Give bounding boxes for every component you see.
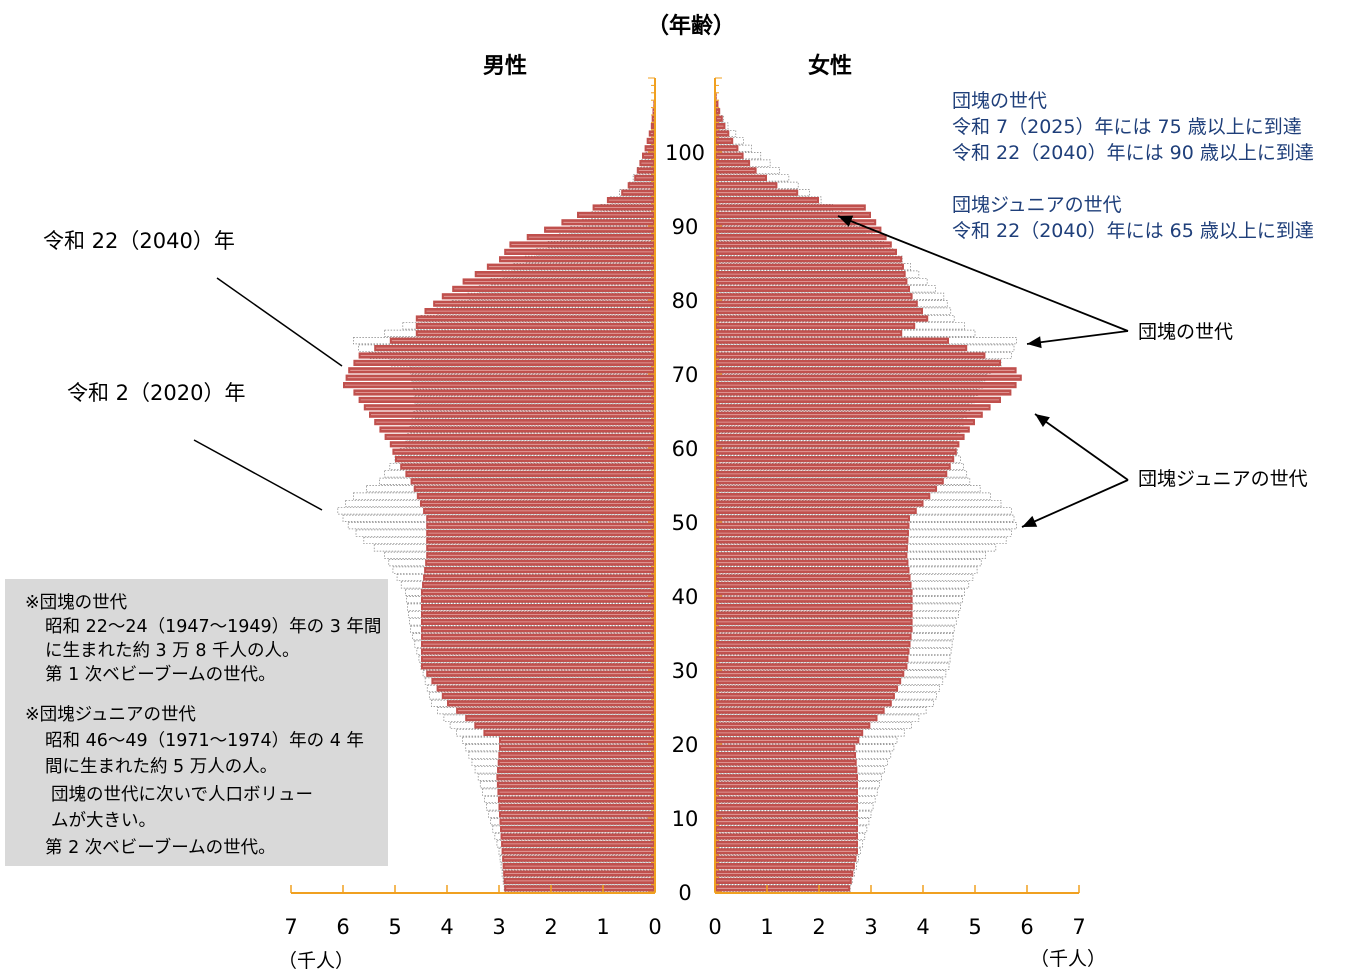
male-x-tick-label: 2 bbox=[544, 915, 557, 939]
age-tick-label: 0 bbox=[678, 881, 691, 905]
generation-notes-box: ※団塊の世代 昭和 22～24（1947～1949）年の 3 年間 に生まれた約… bbox=[5, 579, 388, 866]
female-x-tick-label: 4 bbox=[916, 915, 929, 939]
arrow-label-junior: 団塊ジュニアの世代 bbox=[1138, 468, 1308, 490]
age-tick-label: 100 bbox=[665, 141, 705, 165]
note-dankai-title: ※団塊の世代 bbox=[25, 593, 128, 613]
arrow-dankai-2020 bbox=[1026, 330, 1129, 345]
male-x-tick-label: 7 bbox=[284, 915, 297, 939]
age-tick-label: 80 bbox=[672, 289, 699, 313]
arrow-dankai-2040 bbox=[837, 215, 1129, 332]
male-x-tick-label: 0 bbox=[648, 915, 661, 939]
male-heading: 男性 bbox=[483, 54, 528, 79]
note-junior-line4: ムが大きい。 bbox=[51, 811, 156, 831]
leader-line-2020 bbox=[193, 439, 323, 511]
female-x-tick-label: 7 bbox=[1072, 915, 1085, 939]
junior-note-2040: 令和 22（2040）年には 65 歳以上に到達 bbox=[952, 220, 1314, 242]
arrow-junior-2040 bbox=[1034, 413, 1129, 481]
series-label-2020: 令和 2（2020）年 bbox=[67, 381, 246, 405]
note-junior-line2: 間に生まれた約 5 万人の人。 bbox=[45, 757, 278, 777]
male-x-tick-label: 4 bbox=[440, 915, 453, 939]
junior-note-title: 団塊ジュニアの世代 bbox=[952, 194, 1122, 216]
age-tick-label: 30 bbox=[672, 659, 699, 683]
note-junior-line5: 第 2 次ベビーブームの世代。 bbox=[45, 838, 276, 858]
age-tick-label: 50 bbox=[672, 511, 699, 535]
note-junior-title: ※団塊ジュニアの世代 bbox=[25, 705, 196, 725]
unit-label-left: （千人） bbox=[278, 950, 355, 972]
female-x-tick-label: 1 bbox=[760, 915, 773, 939]
male-x-tick-label: 3 bbox=[492, 915, 505, 939]
dankai-note-2040: 令和 22（2040）年には 90 歳以上に到達 bbox=[952, 142, 1314, 164]
age-tick-label: 60 bbox=[672, 437, 699, 461]
dankai-note-title: 団塊の世代 bbox=[952, 90, 1048, 112]
age-axis-title: （年齢） bbox=[647, 14, 736, 39]
age-tick-label: 20 bbox=[672, 733, 699, 757]
male-x-tick-label: 6 bbox=[336, 915, 349, 939]
arrow-junior-2020 bbox=[1021, 479, 1129, 528]
note-junior-line1: 昭和 46～49（1971～1974）年の 4 年 bbox=[45, 731, 364, 751]
age-tick-label: 40 bbox=[672, 585, 699, 609]
female-x-tick-label: 3 bbox=[864, 915, 877, 939]
arrow-dankai-2040-head bbox=[838, 215, 854, 227]
arrow-junior-2040-head bbox=[1035, 414, 1050, 427]
leader-line-2040 bbox=[216, 277, 343, 367]
unit-label-right: （千人） bbox=[1030, 948, 1107, 970]
age-tick-label: 90 bbox=[672, 215, 699, 239]
age-tick-label: 70 bbox=[672, 363, 699, 387]
female-x-tick-label: 6 bbox=[1020, 915, 1033, 939]
note-dankai-line3: 第 1 次ベビーブームの世代。 bbox=[45, 665, 276, 685]
note-dankai-line2: に生まれた約 3 万 8 千人の人。 bbox=[45, 641, 300, 661]
series-label-2040: 令和 22（2040）年 bbox=[43, 229, 235, 253]
female-x-tick-label: 0 bbox=[708, 915, 721, 939]
male-x-tick-label: 1 bbox=[596, 915, 609, 939]
dankai-note-2025: 令和 7（2025）年には 75 歳以上に到達 bbox=[952, 116, 1302, 138]
note-dankai-line1: 昭和 22～24（1947～1949）年の 3 年間 bbox=[45, 617, 382, 637]
female-x-tick-label: 2 bbox=[812, 915, 825, 939]
arrow-label-dankai: 団塊の世代 bbox=[1138, 321, 1234, 343]
arrow-dankai-2020-head bbox=[1027, 336, 1042, 349]
age-tick-label: 10 bbox=[672, 807, 699, 831]
arrow-junior-2020-head bbox=[1022, 515, 1038, 527]
female-x-tick-label: 5 bbox=[968, 915, 981, 939]
note-junior-line3: 団塊の世代に次いで人口ボリュー bbox=[51, 785, 313, 805]
male-x-tick-label: 5 bbox=[388, 915, 401, 939]
female-heading: 女性 bbox=[808, 54, 853, 79]
